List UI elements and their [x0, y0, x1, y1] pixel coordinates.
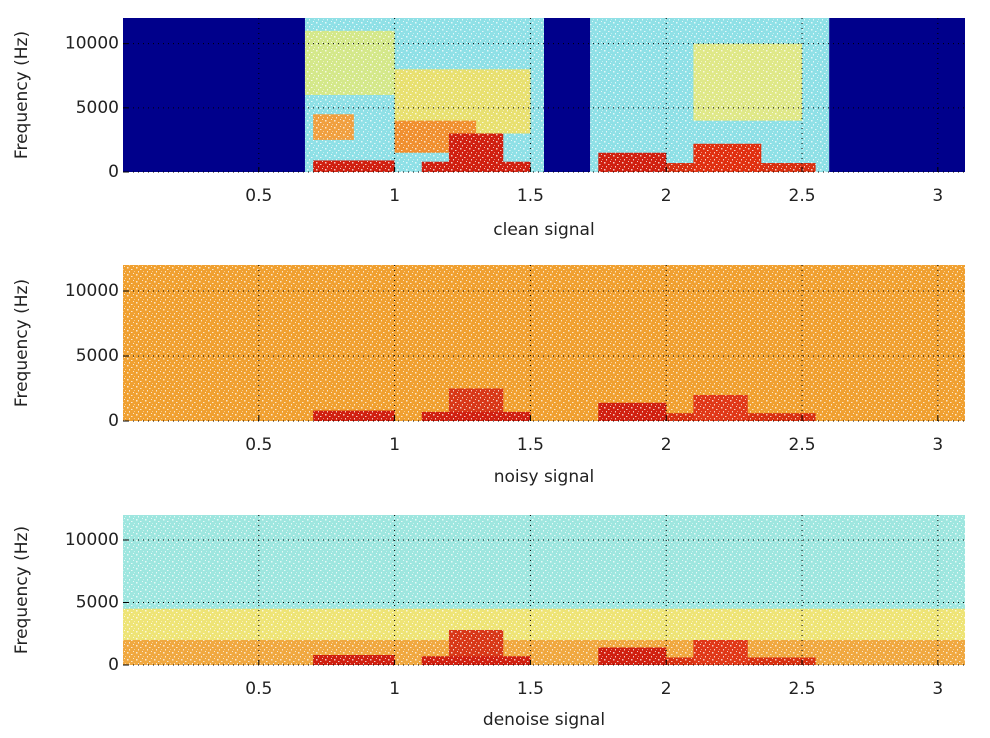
y-tick-label: 0 [108, 655, 119, 675]
noise-texture [693, 640, 748, 665]
x-tick-label: 0.5 [245, 679, 272, 699]
spectrogram-region [123, 18, 305, 172]
x-tick-label: 3 [932, 186, 943, 206]
noise-texture [693, 143, 762, 172]
noise-texture [304, 30, 395, 95]
noise-texture [598, 152, 667, 172]
y-tick-label: 10000 [65, 281, 119, 301]
x-tick-label: 1 [389, 186, 400, 206]
noise-texture [313, 114, 354, 140]
x-tick-label: 2.5 [789, 186, 816, 206]
spectrogram-region [829, 18, 965, 172]
x-axis-label: denoise signal [483, 710, 605, 730]
noise-texture [123, 640, 965, 665]
noise-texture [693, 395, 748, 421]
y-tick-label: 10000 [65, 34, 119, 54]
noise-texture [421, 656, 531, 665]
y-tick-label: 5000 [76, 98, 119, 118]
plot: 0.5 1 1.5 2 2.5 3 0 5000 10000 denoise signal Freq… [12, 515, 965, 730]
y-tick-label: 0 [108, 411, 119, 431]
x-tick-label: 2.5 [789, 679, 816, 699]
x-tick-label: 3 [932, 679, 943, 699]
y-axis-label: Frequency (Hz) [12, 526, 32, 654]
y-tick-label: 0 [108, 162, 119, 182]
x-tick-label: 1.5 [517, 435, 544, 455]
x-tick-label: 2 [661, 679, 672, 699]
noise-texture [123, 265, 965, 421]
noise-texture [693, 43, 803, 121]
x-tick-label: 1.5 [517, 679, 544, 699]
noise-texture [598, 647, 667, 665]
x-tick-label: 1 [389, 679, 400, 699]
plot: 0.5 1 1.5 2 2.5 3 0 5000 10000 noisy signal Freque… [12, 265, 965, 487]
x-axis-label: noisy signal [494, 467, 595, 487]
x-tick-label: 1 [389, 435, 400, 455]
noise-texture [313, 160, 395, 172]
x-tick-label: 1.5 [517, 186, 544, 206]
noise-texture [598, 402, 667, 421]
y-tick-label: 5000 [76, 346, 119, 366]
spectrogram-region [544, 18, 591, 172]
y-axis-label: Frequency (Hz) [12, 31, 32, 159]
y-tick-label: 5000 [76, 593, 119, 613]
plot: 0.5 1 1.5 2 2.5 3 0 5000 10000 clean signal Freque… [12, 18, 965, 240]
x-tick-label: 2 [661, 435, 672, 455]
x-tick-label: 2 [661, 186, 672, 206]
noise-texture [313, 410, 395, 421]
x-axis-label: clean signal [493, 220, 594, 240]
x-tick-label: 2.5 [789, 435, 816, 455]
y-axis-label: Frequency (Hz) [12, 279, 32, 407]
x-tick-label: 3 [932, 435, 943, 455]
noise-texture [448, 133, 504, 172]
noise-texture [313, 655, 395, 665]
y-tick-label: 10000 [65, 530, 119, 550]
x-tick-label: 0.5 [245, 186, 272, 206]
x-tick-label: 0.5 [245, 435, 272, 455]
noise-texture [421, 411, 531, 421]
